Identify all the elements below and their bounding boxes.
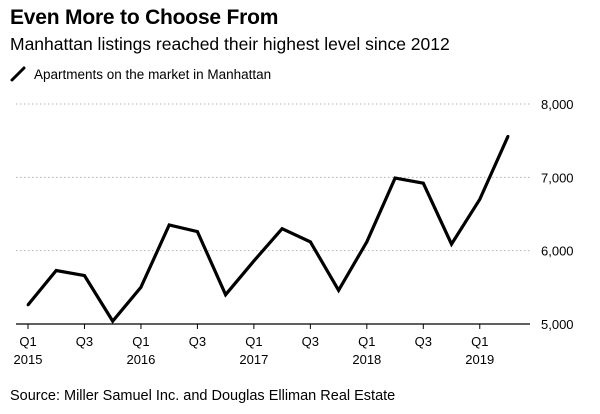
x-tick-label: Q3 xyxy=(415,334,432,349)
y-tick-label: 5,000 xyxy=(541,317,574,332)
data-point xyxy=(167,223,171,227)
y-tick-label: 8,000 xyxy=(541,97,574,112)
line-swatch-icon xyxy=(10,66,26,82)
data-point xyxy=(450,242,453,246)
chart-title: Even More to Choose From xyxy=(10,6,279,29)
x-tick-label: Q1 xyxy=(358,334,375,349)
data-point xyxy=(196,230,199,234)
x-tick-year-label: 2019 xyxy=(465,352,494,367)
x-tick-year-label: 2016 xyxy=(126,352,155,367)
x-tick-year-label: 2017 xyxy=(239,352,268,367)
legend-label: Apartments on the market in Manhattan xyxy=(34,66,272,82)
data-point xyxy=(308,240,312,244)
data-point xyxy=(224,293,228,297)
source-note: Source: Miller Samuel Inc. and Douglas E… xyxy=(10,388,396,404)
data-point xyxy=(365,240,369,244)
data-point xyxy=(506,134,510,138)
x-tick-label: Q1 xyxy=(245,334,262,349)
data-point xyxy=(83,274,86,277)
data-point xyxy=(280,227,284,231)
legend: Apartments on the market in Manhattan xyxy=(10,66,271,82)
data-point xyxy=(111,319,115,323)
chart-subtitle: Manhattan listings reached their highest… xyxy=(10,34,450,54)
data-point xyxy=(139,285,143,289)
x-tick-label: Q1 xyxy=(19,334,36,349)
data-point xyxy=(337,288,340,292)
data-point xyxy=(421,181,425,185)
data-point xyxy=(26,303,30,307)
y-tick-label: 6,000 xyxy=(541,244,574,259)
data-point xyxy=(252,259,256,263)
x-tick-label: Q3 xyxy=(189,334,206,349)
y-tick-label: 7,000 xyxy=(541,170,574,185)
data-point xyxy=(54,269,58,272)
x-tick-year-label: 2015 xyxy=(14,352,43,367)
x-tick-label: Q1 xyxy=(471,334,488,349)
x-tick-label: Q3 xyxy=(302,334,319,349)
series-line xyxy=(26,135,510,324)
x-tick-label: Q1 xyxy=(132,334,149,349)
data-point xyxy=(393,176,397,180)
x-tick-label: Q3 xyxy=(76,334,93,349)
x-tick-year-label: 2018 xyxy=(352,352,381,367)
data-point xyxy=(478,197,482,201)
